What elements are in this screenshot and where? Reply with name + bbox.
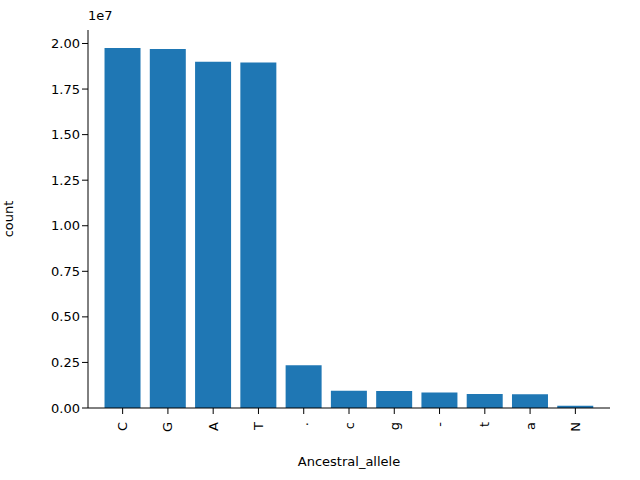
svg-text:-: - [432, 422, 447, 427]
svg-text:c: c [342, 422, 357, 429]
svg-text:1.25: 1.25 [51, 173, 80, 188]
svg-text:a: a [523, 422, 538, 430]
svg-text:0.25: 0.25 [51, 355, 80, 370]
svg-text:1.50: 1.50 [51, 127, 80, 142]
svg-text:1.00: 1.00 [51, 218, 80, 233]
svg-text:.: . [296, 422, 311, 426]
svg-text:0.00: 0.00 [51, 401, 80, 416]
svg-text:g: g [387, 422, 402, 430]
svg-text:2.00: 2.00 [51, 36, 80, 51]
svg-text:Ancestral_allele: Ancestral_allele [298, 454, 400, 469]
svg-text:1.75: 1.75 [51, 82, 80, 97]
svg-text:0.75: 0.75 [51, 264, 80, 279]
svg-text:count: count [8, 201, 16, 238]
svg-text:N: N [568, 422, 583, 432]
svg-text:0.50: 0.50 [51, 309, 80, 324]
svg-text:G: G [160, 422, 175, 432]
svg-text:T: T [251, 422, 266, 431]
svg-text:A: A [206, 422, 221, 431]
svg-text:t: t [477, 422, 492, 427]
html-text:1e7: 1e7 [88, 8, 113, 23]
svg-text:C: C [115, 422, 130, 431]
